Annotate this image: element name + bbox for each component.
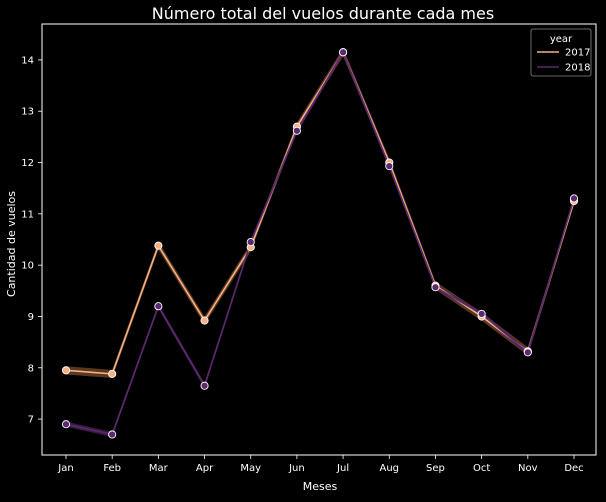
y-axis-ticks: 7 8 9 10 11 12 13 14 <box>21 55 42 426</box>
y-tick-label: 13 <box>21 107 34 118</box>
data-point-2017 <box>154 241 163 250</box>
data-point-2018 <box>431 283 440 292</box>
legend-box <box>530 28 592 77</box>
data-point-2018 <box>154 302 163 311</box>
x-tick-label: May <box>240 463 261 474</box>
data-point-2018 <box>292 126 301 135</box>
data-point-2018 <box>569 194 579 203</box>
x-tick-label: Aug <box>380 463 400 474</box>
x-tick-label: Nov <box>518 463 538 474</box>
series-lines <box>65 50 575 436</box>
confidence-bands <box>66 48 574 438</box>
x-axis-ticks: Jan Feb Mar Apr May Jun Jul Aug Sep Oct Nov Dec <box>57 455 584 474</box>
data-point-2017 <box>61 366 71 375</box>
x-tick-label: Jun <box>288 463 305 474</box>
x-tick-label: Feb <box>103 463 121 474</box>
x-axis-label: Meses <box>303 480 338 493</box>
y-tick-label: 9 <box>28 312 34 323</box>
data-point-2018 <box>200 381 209 390</box>
chart-title: Número total del vuelos durante cada mes <box>152 4 494 23</box>
x-tick-label: Dec <box>564 463 583 474</box>
x-tick-label: Jan <box>57 463 73 474</box>
data-point-2017 <box>200 316 209 325</box>
y-tick-label: 11 <box>21 209 34 220</box>
data-point-2018 <box>61 420 71 429</box>
data-point-2018 <box>385 162 394 171</box>
y-tick-label: 8 <box>28 363 34 374</box>
data-point-2018 <box>339 48 348 57</box>
data-point-2018 <box>246 238 255 247</box>
y-tick-label: 10 <box>21 261 34 272</box>
series-line-2017 <box>65 50 575 375</box>
y-tick-label: 12 <box>21 158 34 169</box>
series-line-2018 <box>65 50 575 436</box>
x-tick-label: Oct <box>473 463 490 474</box>
y-tick-label: 14 <box>21 55 34 66</box>
x-tick-label: Sep <box>426 463 445 474</box>
legend-label-2018: 2018 <box>565 63 590 74</box>
confidence-band-2018 <box>66 49 574 438</box>
legend-title: year <box>550 34 573 45</box>
data-points <box>61 48 579 439</box>
x-tick-label: Apr <box>196 463 214 474</box>
x-tick-label: Mar <box>149 463 169 474</box>
data-point-2017 <box>108 369 117 378</box>
legend-label-2017: 2017 <box>565 48 590 59</box>
data-point-2018 <box>523 348 532 357</box>
plot-frame <box>41 23 597 456</box>
legend: year 2017 2018 <box>530 28 592 77</box>
x-tick-label: Jul <box>336 463 349 474</box>
data-point-2018 <box>477 309 486 318</box>
y-axis-label: Cantidad de vuelos <box>5 191 18 297</box>
data-point-2018 <box>108 430 117 439</box>
y-tick-label: 7 <box>28 415 34 426</box>
